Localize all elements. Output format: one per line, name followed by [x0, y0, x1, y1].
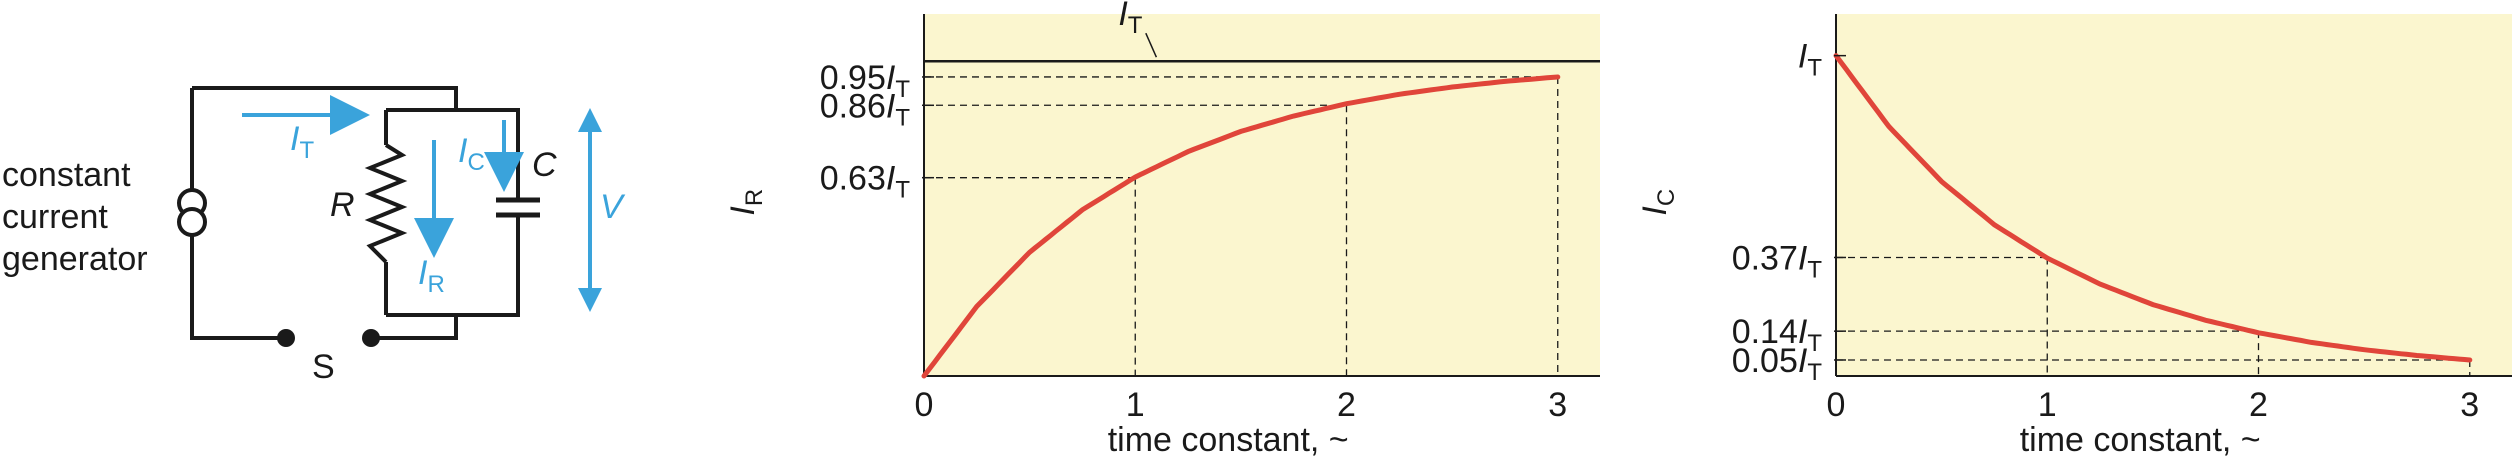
y-tick-label-0-unit: I — [886, 59, 896, 97]
asymptote-label: IT — [1118, 0, 1142, 39]
y-tick-label-3-value: 0.05 — [1732, 342, 1798, 380]
asymptote-label-unit-sub: T — [1128, 12, 1143, 39]
total-current-label: IT — [290, 120, 314, 164]
y-tick-label-1: 0.86IT — [820, 87, 911, 131]
y-tick-label-1-unit: I — [1798, 239, 1808, 277]
x-tick-label-0: 0 — [915, 386, 934, 424]
circuit-diagram — [177, 86, 540, 340]
plot-area — [1836, 14, 2512, 376]
y-axis-label: IR — [724, 189, 768, 216]
y-axis-label-main: I — [1636, 206, 1674, 216]
y-tick-label-2-unit: I — [1798, 313, 1808, 351]
asymptote-leader — [1145, 32, 1158, 58]
x-tick-label-2: 2 — [1337, 386, 1356, 424]
y-tick-label-3: 0.05IT — [1732, 342, 1823, 386]
capacitor-label: C — [532, 146, 557, 184]
y-tick-label-0-unit-sub: T — [1807, 55, 1822, 82]
y-tick-label-2: 0.14IT — [1732, 313, 1823, 357]
y-tick-label-3-unit: I — [1798, 342, 1808, 380]
resistor-current-label: IR — [418, 254, 445, 298]
generator-label-line1: constant — [2, 156, 131, 194]
asymptote-label-unit: I — [1118, 0, 1128, 33]
y-tick-label-2-value: 0.14 — [1732, 313, 1798, 351]
y-tick-label-0: IT — [1798, 38, 1822, 82]
current-source-symbol-lower — [177, 207, 207, 237]
x-tick-label-1: 1 — [1126, 386, 1145, 424]
x-axis-label: time constant, ~ — [1108, 421, 1349, 459]
series-curve — [921, 74, 1561, 379]
x-tick-label-3: 3 — [2460, 386, 2479, 424]
x-tick-label-0: 0 — [1827, 386, 1846, 424]
wire-inner-top — [386, 108, 520, 200]
y-tick-label-1-unit-sub: T — [1807, 256, 1822, 283]
switch-contact-left — [277, 329, 295, 347]
y-tick-label-1-value: 0.37 — [1732, 239, 1798, 277]
capacitor-current-label: IC — [458, 132, 485, 176]
y-tick-label-0: 0.95IT — [820, 59, 911, 103]
x-tick-label-1: 1 — [2038, 386, 2057, 424]
y-tick-label-2-unit-sub: T — [1807, 330, 1822, 357]
x-tick-label-3: 3 — [1548, 386, 1567, 424]
y-tick-label-2: 0.63IT — [820, 160, 911, 204]
y-tick-label-0-value: 0.95 — [820, 59, 886, 97]
voltage-arrow-head-up — [578, 108, 602, 132]
y-tick-label-1: 0.37IT — [1732, 239, 1823, 283]
voltage-arrow-head-down — [578, 288, 602, 312]
y-axis-label: IC — [1636, 189, 1680, 216]
wire-outer-left — [190, 88, 458, 340]
plot-area — [924, 14, 1600, 376]
y-tick-label-1-value: 0.86 — [820, 87, 886, 125]
series-curve — [1833, 53, 2473, 363]
generator-label-line2: current — [2, 198, 108, 236]
wire-inner-bottom — [386, 215, 520, 317]
y-axis-label-main: I — [724, 206, 762, 216]
resistor-symbol — [364, 143, 408, 264]
y-tick-label-2-value: 0.63 — [820, 160, 886, 198]
y-tick-label-3-unit-sub: T — [1807, 359, 1822, 386]
switch-contact-right — [362, 329, 380, 347]
resistor-label: R — [330, 186, 355, 224]
y-axis-label-sub: C — [1653, 189, 1680, 206]
y-tick-label-1-unit-sub: T — [895, 104, 910, 131]
wire-top — [192, 86, 458, 110]
switch-label: S — [312, 348, 335, 386]
generator-label-line3: generator — [2, 240, 148, 278]
voltage-label: V — [600, 188, 626, 226]
y-tick-label-2-unit: I — [886, 160, 896, 198]
x-tick-label-2: 2 — [2249, 386, 2268, 424]
y-tick-label-2-unit-sub: T — [895, 177, 910, 204]
switch — [277, 329, 380, 347]
y-tick-label-0-unit: I — [1798, 38, 1808, 76]
y-tick-label-0-unit-sub: T — [895, 76, 910, 103]
y-axis-label-sub: R — [741, 189, 768, 206]
y-tick-label-1-unit: I — [886, 87, 896, 125]
x-axis-label: time constant, ~ — [2020, 421, 2261, 459]
